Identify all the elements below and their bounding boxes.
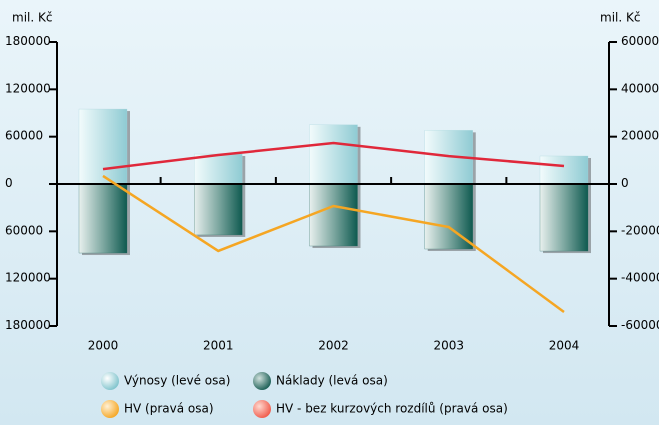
x-tick-label: 2003: [433, 339, 464, 353]
y-tick-label: 60000: [5, 223, 43, 237]
y2-tick-label: 20000: [621, 129, 659, 143]
legend-swatch: [253, 372, 271, 390]
y-tick-label: 180000: [5, 318, 51, 332]
y2-tick-label: 60000: [621, 34, 659, 48]
legend-label: Náklady (levá osa): [276, 374, 388, 388]
x-tick-label: 2000: [88, 339, 119, 353]
bar: [194, 153, 243, 185]
bar: [539, 183, 589, 252]
y-tick-label: 180000: [5, 34, 51, 48]
bar: [539, 155, 589, 185]
y2-tick-label: -40000: [621, 271, 659, 285]
y-tick-label: 0: [5, 176, 13, 190]
y2-axis-label: mil. Kč: [600, 11, 640, 25]
x-tick-label: 2004: [549, 339, 580, 353]
bar: [309, 183, 358, 247]
y2-tick-label: 0: [621, 176, 629, 190]
line: [102, 141, 565, 171]
bar: [309, 124, 358, 185]
y2-tick-label: -60000: [621, 318, 659, 332]
y-tick-label: 60000: [5, 129, 43, 143]
legend-label: HV (pravá osa): [124, 402, 214, 416]
legend-swatch: [101, 372, 119, 390]
y2-tick-label: 40000: [621, 81, 659, 95]
y-tick-label: 120000: [5, 81, 51, 95]
x-tick-label: 2001: [203, 339, 234, 353]
legend-label: Výnosy (levé osa): [124, 374, 230, 388]
legend-label: HV - bez kurzových rozdílů (pravá osa): [276, 402, 508, 416]
y2-tick-label: -20000: [621, 223, 659, 237]
x-tick-label: 2002: [318, 339, 349, 353]
line: [102, 174, 565, 314]
y-tick-label: 120000: [5, 271, 51, 285]
bar: [78, 183, 128, 254]
bar: [78, 108, 128, 185]
legend-swatch: [253, 400, 271, 418]
bar: [194, 183, 243, 236]
legend-swatch: [101, 400, 119, 418]
y-axis-label: mil. Kč: [12, 11, 52, 25]
